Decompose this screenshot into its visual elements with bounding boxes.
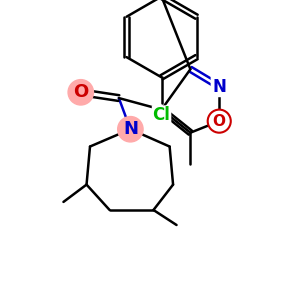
Text: N: N	[212, 77, 226, 95]
Circle shape	[118, 116, 143, 142]
Text: N: N	[123, 120, 138, 138]
Text: O: O	[73, 83, 88, 101]
Circle shape	[208, 110, 231, 133]
Circle shape	[68, 80, 94, 105]
Text: O: O	[213, 114, 226, 129]
Text: Cl: Cl	[153, 106, 170, 124]
